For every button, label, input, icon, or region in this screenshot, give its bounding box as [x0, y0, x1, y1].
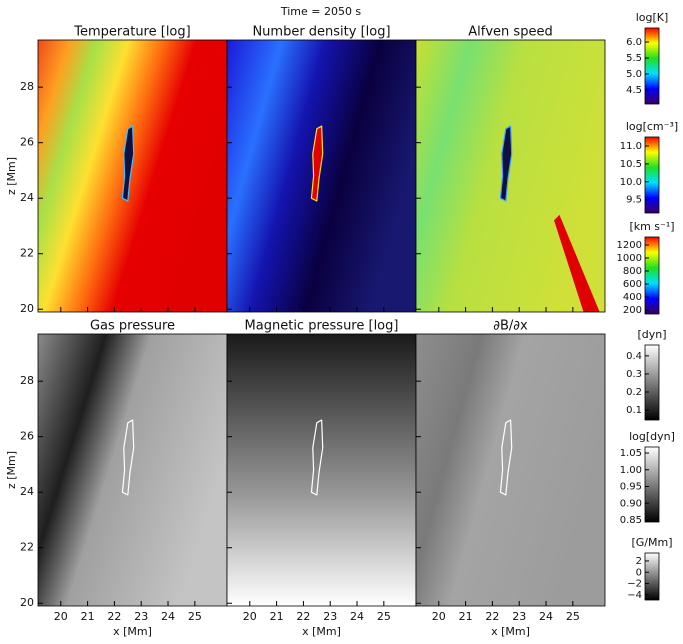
y-tick-label: 22: [20, 247, 34, 260]
colorbar-tick-label: 400: [623, 292, 642, 303]
colorbar-tick-label: 10.0: [620, 177, 642, 188]
colorbar-tick-label: 0.3: [626, 369, 642, 380]
colorbar-tick-label: −4: [627, 590, 642, 601]
colorbar-tick-label: 10.5: [620, 159, 642, 170]
x-tick-label: 21: [459, 610, 473, 623]
colorbar-tick-label: 5.5: [626, 53, 642, 64]
x-tick-label: 20: [432, 610, 446, 623]
colorbar-label: [km s⁻¹]: [629, 220, 674, 233]
colorbar-tick-label: 1000: [617, 253, 642, 264]
colorbar: [644, 236, 660, 315]
x-tick-label: 25: [188, 610, 202, 623]
prominence-contour: [310, 419, 324, 496]
colorbar-tick-label: −2: [627, 579, 642, 590]
y-tick-label: 24: [20, 485, 34, 498]
colorbar: [644, 446, 660, 523]
colorbar-tick-label: 1200: [617, 240, 642, 251]
colorbar-tick-label: 1.00: [620, 465, 642, 476]
colorbar-tick-label: 0.2: [626, 387, 642, 398]
x-axis-label: x [Mm]: [302, 625, 341, 638]
x-tick-label: 23: [134, 610, 148, 623]
colorbar-tick-label: 6.0: [626, 37, 642, 48]
colorbar-tick-label: 0.95: [620, 482, 642, 493]
x-axis-label: x [Mm]: [491, 625, 530, 638]
y-tick-label: 22: [20, 541, 34, 554]
x-tick-label: 24: [350, 610, 364, 623]
figure-title: Time = 2050 s: [280, 5, 362, 18]
panel-image: [416, 334, 605, 606]
colorbar-tick-label: 600: [623, 279, 642, 290]
x-tick-label: 24: [539, 610, 553, 623]
y-axis-label: z [Mm]: [5, 451, 18, 489]
y-tick-label: 26: [20, 136, 34, 149]
x-tick-label: 21: [270, 610, 284, 623]
colorbar-label: log[K]: [636, 11, 669, 24]
panel-image: [227, 334, 416, 606]
panel-title: Alfven speed: [468, 25, 552, 40]
y-tick-label: 24: [20, 191, 34, 204]
y-tick-label: 28: [20, 374, 34, 387]
x-tick-label: 25: [377, 610, 391, 623]
prominence-contour: [499, 125, 513, 202]
x-tick-label: 22: [485, 610, 499, 623]
panel-title: Gas pressure: [90, 319, 175, 334]
prominence-contour: [310, 125, 324, 202]
panel-title: Number density [log]: [252, 25, 390, 40]
y-tick-label: 26: [20, 430, 34, 443]
colorbar-tick-label: 1.05: [620, 448, 642, 459]
colorbar-tick-label: 5.0: [626, 69, 642, 80]
y-axis-label: z [Mm]: [5, 157, 18, 195]
panel-image: [227, 40, 416, 312]
colorbar-tick-label: 9.5: [626, 195, 642, 206]
prominence-contour: [499, 419, 513, 496]
x-tick-label: 22: [107, 610, 121, 623]
panel-title: ∂B/∂x: [493, 319, 528, 334]
prominence-contour: [121, 125, 135, 202]
panel-frame: [415, 39, 606, 313]
colorbar: [644, 136, 660, 214]
colorbar: [644, 344, 660, 421]
x-tick-label: 23: [512, 610, 526, 623]
colorbar: [644, 552, 660, 601]
x-tick-label: 22: [296, 610, 310, 623]
colorbar-label: [G/Mm]: [631, 536, 672, 549]
x-axis-label: x [Mm]: [113, 625, 152, 638]
x-tick-label: 24: [161, 610, 175, 623]
colorbar-label: log[dyn]: [629, 430, 675, 443]
x-tick-label: 20: [54, 610, 68, 623]
panel-frame: [415, 333, 606, 607]
streak: [554, 214, 600, 312]
panel-title: Magnetic pressure [log]: [245, 319, 399, 334]
colorbar-tick-label: 0: [636, 567, 642, 578]
colorbar-label: log[cm⁻³]: [626, 120, 678, 133]
colorbar-tick-label: 200: [623, 305, 642, 316]
colorbar-tick-label: 0.1: [626, 405, 642, 416]
colorbar-tick-label: 800: [623, 266, 642, 277]
y-tick-label: 20: [20, 596, 34, 609]
colorbar-label: [dyn]: [637, 328, 666, 341]
x-tick-label: 20: [243, 610, 257, 623]
colorbar-tick-label: 4.5: [626, 85, 642, 96]
y-tick-label: 28: [20, 80, 34, 93]
colorbar: [644, 27, 660, 105]
colorbar-tick-label: 0.4: [626, 351, 642, 362]
colorbar-tick-label: 0.85: [620, 515, 642, 526]
colorbar-tick-label: 0.90: [620, 498, 642, 509]
panel-title: Temperature [log]: [73, 25, 190, 40]
prominence-contour: [121, 419, 135, 496]
colorbar-tick-label: 2: [636, 556, 642, 567]
colorbar-tick-label: 11.0: [620, 141, 642, 152]
x-tick-label: 25: [566, 610, 580, 623]
x-tick-label: 23: [323, 610, 337, 623]
y-tick-label: 20: [20, 302, 34, 315]
x-tick-label: 21: [81, 610, 95, 623]
panel-image: [38, 334, 227, 606]
panel-image: [38, 40, 227, 312]
